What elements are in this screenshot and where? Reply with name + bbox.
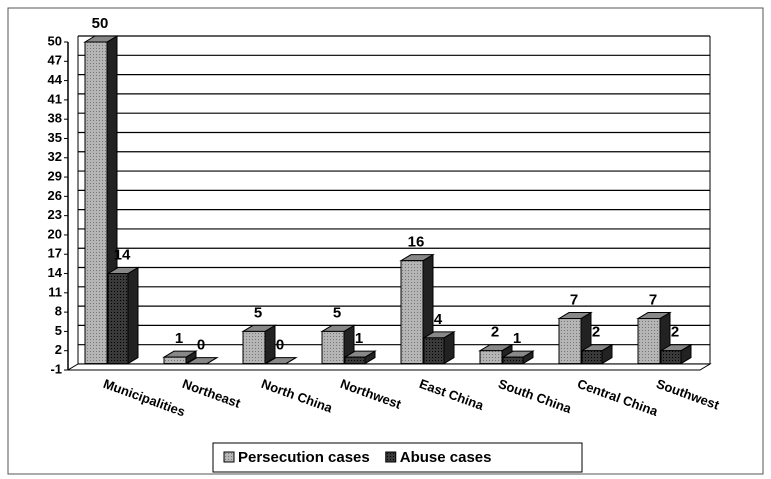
legend-swatch <box>223 451 235 463</box>
y-tick-label: 47 <box>48 53 62 68</box>
y-tick-label: 26 <box>48 188 62 203</box>
data-label: 1 <box>513 330 521 347</box>
data-label: 7 <box>649 292 657 309</box>
x-tick-label: Central China <box>575 376 660 419</box>
data-label: 4 <box>434 311 443 328</box>
x-tick-label: North China <box>259 376 335 416</box>
data-label: 16 <box>408 234 425 251</box>
data-label: 2 <box>671 324 679 341</box>
data-label: 1 <box>355 330 363 347</box>
y-tick-label: 17 <box>48 246 62 261</box>
x-tick-label: Southwest <box>654 376 722 413</box>
data-label: 2 <box>592 324 600 341</box>
data-label: 2 <box>491 324 499 341</box>
bar <box>479 350 503 365</box>
data-label: 5 <box>333 304 341 321</box>
data-label: 0 <box>197 337 205 354</box>
bar <box>84 41 108 365</box>
x-tick-label: East China <box>417 376 486 413</box>
x-tick-label: South China <box>496 376 574 417</box>
y-tick-label: 20 <box>48 226 62 241</box>
legend-box <box>212 442 583 473</box>
bar-side <box>264 324 276 365</box>
legend-label: Persecution cases <box>238 449 370 466</box>
bar <box>400 260 424 365</box>
legend-label: Abuse cases <box>400 449 492 466</box>
legend: Persecution cases Abuse cases <box>212 442 583 473</box>
y-tick-label: 50 <box>48 33 62 48</box>
y-tick-label: 8 <box>55 304 62 319</box>
data-label: 0 <box>276 337 284 354</box>
data-label: 14 <box>114 246 131 263</box>
bar-top <box>185 357 219 365</box>
bar <box>637 318 661 365</box>
bar <box>502 356 524 365</box>
x-tick-label: Northwest <box>338 376 403 412</box>
bar-side <box>127 266 139 365</box>
data-label: 7 <box>570 292 578 309</box>
y-tick-label: 14 <box>48 265 63 280</box>
frame <box>7 7 764 475</box>
x-tick-label: Municipalities <box>101 376 187 419</box>
legend-swatch <box>385 451 397 463</box>
bar <box>242 330 266 365</box>
y-tick-label: 35 <box>48 130 62 145</box>
x-tick-label: Northeast <box>180 376 243 411</box>
floor <box>66 363 712 371</box>
bar <box>321 330 345 365</box>
y-tick-label: 23 <box>48 207 62 222</box>
bar <box>107 273 129 365</box>
y-tick-label: 38 <box>48 111 62 126</box>
y-tick-label: 2 <box>55 342 62 357</box>
bar-top <box>264 357 298 365</box>
y-tick-label: 5 <box>55 323 62 338</box>
bar <box>581 350 603 365</box>
y-tick-label: 29 <box>48 168 62 183</box>
bar <box>163 356 187 365</box>
data-label: 5 <box>254 304 262 321</box>
bar <box>423 337 445 365</box>
bar <box>558 318 582 365</box>
bar <box>344 356 366 365</box>
data-label: 1 <box>175 330 183 347</box>
y-tick-label: 44 <box>48 72 63 87</box>
y-tick-label: 32 <box>48 149 62 164</box>
data-label: 50 <box>92 15 109 32</box>
y-tick-label: 41 <box>48 91 62 106</box>
bar <box>660 350 682 365</box>
y-tick-label: -1 <box>50 361 62 376</box>
y-tick-label: 11 <box>48 284 62 299</box>
